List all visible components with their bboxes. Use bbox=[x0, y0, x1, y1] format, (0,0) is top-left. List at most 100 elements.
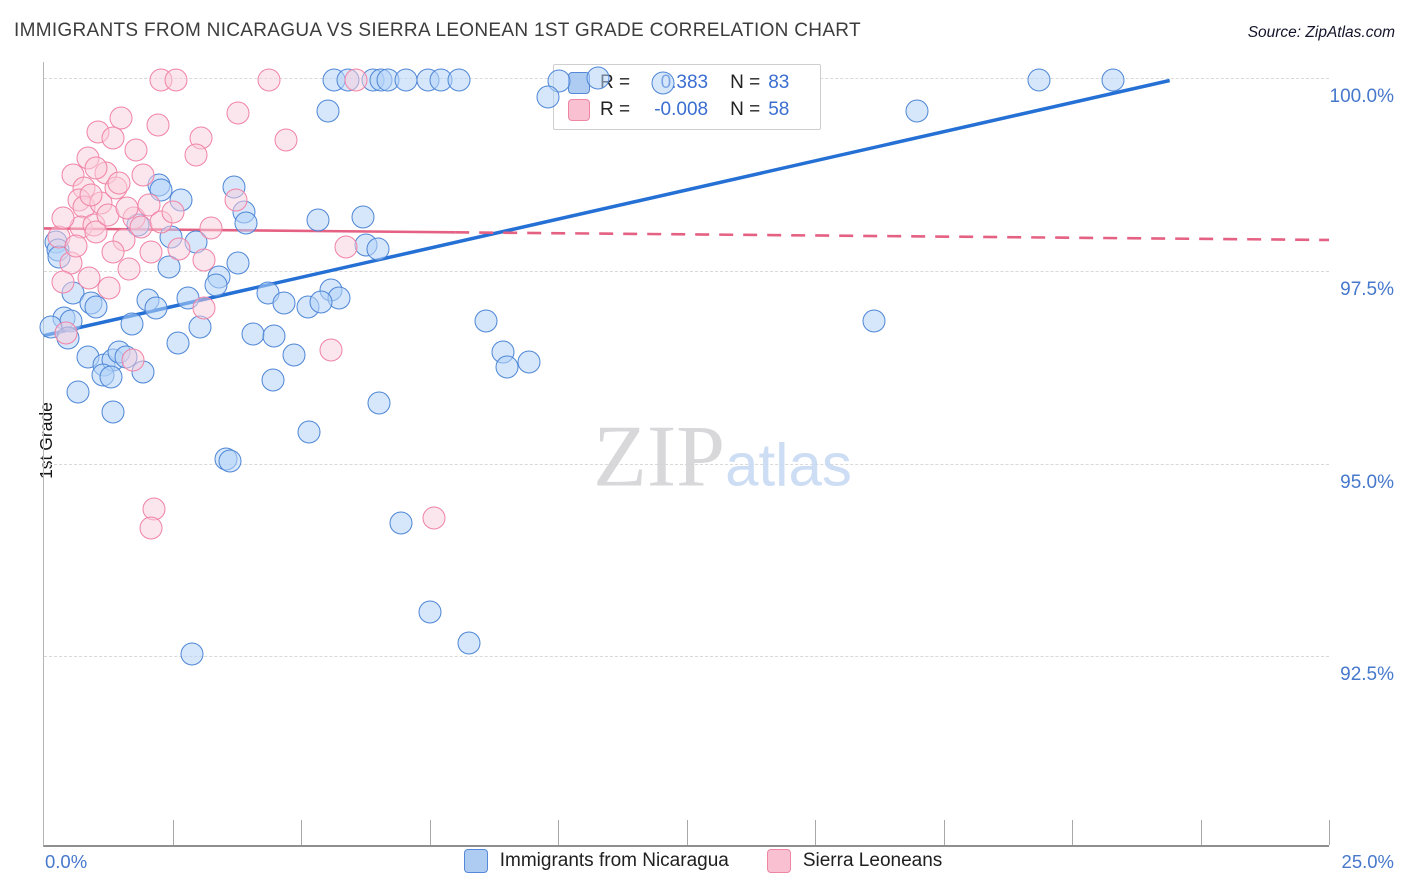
scatter-point-blue bbox=[862, 309, 886, 333]
scatter-point-pink bbox=[422, 506, 446, 530]
scatter-point-blue bbox=[1027, 68, 1051, 92]
scatter-point-blue bbox=[651, 71, 675, 95]
bottom-legend-swatch-pink bbox=[766, 849, 791, 873]
bottom-legend-swatch-blue bbox=[463, 849, 488, 873]
scatter-point-blue bbox=[188, 315, 212, 339]
scatter-point-blue bbox=[316, 99, 340, 123]
scatter-point-pink bbox=[117, 257, 141, 281]
scatter-point-pink bbox=[164, 68, 188, 92]
r-value-pink: -0.008 bbox=[654, 99, 709, 120]
gridline-92.5% bbox=[44, 656, 1329, 658]
scatter-point-blue bbox=[351, 205, 375, 229]
scatter-point-pink bbox=[344, 68, 368, 92]
scatter-point-pink bbox=[226, 101, 250, 125]
scatter-point-pink bbox=[192, 248, 216, 272]
scatter-point-blue bbox=[157, 255, 181, 279]
bottom-legend-item-sierra-leone: Sierra Leoneans bbox=[766, 849, 943, 873]
scatter-point-pink bbox=[137, 193, 161, 217]
scatter-point-pink bbox=[124, 138, 148, 162]
scatter-point-blue bbox=[101, 400, 125, 424]
scatter-point-blue bbox=[99, 365, 123, 389]
scatter-point-pink bbox=[184, 143, 208, 167]
n-value-pink: 58 bbox=[768, 99, 790, 120]
scatter-point-pink bbox=[121, 348, 145, 372]
scatter-point-blue bbox=[517, 350, 541, 374]
x-tick-mark bbox=[1200, 820, 1202, 845]
y-tick-label-2: 95.0% bbox=[1340, 471, 1394, 493]
x-tick-mark bbox=[815, 820, 816, 845]
scatter-point-blue bbox=[241, 322, 265, 346]
scatter-point-pink bbox=[192, 296, 216, 320]
scatter-point-pink bbox=[64, 234, 88, 258]
scatter-point-pink bbox=[224, 188, 248, 212]
scatter-point-blue bbox=[418, 600, 442, 624]
scatter-point-blue bbox=[166, 331, 190, 355]
x-tick-mark bbox=[1072, 820, 1073, 845]
scatter-point-blue bbox=[389, 511, 413, 535]
scatter-point-pink bbox=[51, 270, 75, 294]
r-label-pink: R = bbox=[600, 99, 631, 120]
scatter-point-blue bbox=[1101, 68, 1125, 92]
n-label-pink: N = bbox=[730, 99, 761, 120]
scatter-point-blue bbox=[84, 295, 108, 319]
chart-title: IMMIGRANTS FROM NICARAGUA VS SIERRA LEON… bbox=[14, 20, 861, 41]
scatter-point-blue bbox=[306, 208, 330, 232]
scatter-point-blue bbox=[447, 68, 471, 92]
scatter-point-blue bbox=[144, 296, 168, 320]
scatter-point-blue bbox=[234, 211, 258, 235]
n-label-blue: N = bbox=[730, 72, 761, 93]
scatter-point-blue bbox=[66, 380, 90, 404]
scatter-point-pink bbox=[115, 196, 139, 220]
bottom-legend: Immigrants from Nicaragua Sierra Leonean… bbox=[0, 849, 1406, 873]
scatter-point-pink bbox=[131, 163, 155, 187]
scatter-point-blue bbox=[394, 68, 418, 92]
scatter-point-blue bbox=[180, 642, 204, 666]
scatter-point-pink bbox=[146, 113, 170, 137]
scatter-point-pink bbox=[334, 235, 358, 259]
plot-area: ZIP atlas bbox=[39, 62, 1330, 847]
x-axis-label-left: 0.0% bbox=[45, 851, 88, 872]
scatter-point-pink bbox=[51, 206, 75, 230]
scatter-point-pink bbox=[97, 276, 121, 300]
bottom-legend-label-nicaragua: Immigrants from Nicaragua bbox=[499, 850, 729, 871]
x-tick-mark bbox=[943, 820, 945, 845]
scatter-point-blue bbox=[536, 85, 560, 109]
scatter-point-pink bbox=[257, 68, 281, 92]
source-credit: Source: ZipAtlas.com bbox=[1247, 24, 1395, 41]
scatter-point-pink bbox=[139, 516, 163, 540]
gridline-97.5% bbox=[44, 270, 1329, 272]
scatter-point-pink bbox=[101, 240, 125, 264]
x-tick-mark bbox=[301, 820, 302, 845]
x-tick-mark bbox=[686, 820, 688, 845]
scatter-point-pink bbox=[77, 266, 101, 290]
scatter-point-blue bbox=[261, 368, 285, 392]
scatter-point-blue bbox=[120, 312, 144, 336]
scatter-point-blue bbox=[282, 343, 306, 367]
scatter-point-pink bbox=[139, 240, 163, 264]
bottom-legend-item-nicaragua: Immigrants from Nicaragua bbox=[463, 849, 729, 873]
scatter-point-blue bbox=[474, 309, 498, 333]
y-tick-label-1: 97.5% bbox=[1340, 278, 1394, 300]
scatter-point-blue bbox=[204, 273, 228, 297]
scatter-point-blue bbox=[586, 66, 610, 90]
legend-swatch-pink bbox=[568, 99, 590, 121]
y-tick-label-0: 100.0% bbox=[1329, 86, 1394, 108]
scatter-point-blue bbox=[297, 420, 321, 444]
x-tick-mark bbox=[172, 820, 174, 845]
scatter-point-blue bbox=[495, 355, 519, 379]
scatter-point-blue bbox=[367, 391, 391, 415]
gridline-95.0% bbox=[44, 463, 1329, 465]
scatter-point-blue bbox=[457, 631, 481, 655]
scatter-point-blue bbox=[905, 99, 929, 123]
x-axis-label-right: 25.0% bbox=[1341, 851, 1394, 872]
bottom-legend-label-sierra-leone: Sierra Leoneans bbox=[802, 850, 943, 871]
scatter-point-pink bbox=[101, 126, 125, 150]
x-tick-mark bbox=[1329, 820, 1330, 845]
scatter-point-blue bbox=[218, 449, 242, 473]
scatter-point-pink bbox=[54, 321, 78, 344]
trend-line-pink-dashed bbox=[455, 232, 1329, 240]
n-value-blue: 83 bbox=[768, 72, 790, 93]
scatter-point-pink bbox=[319, 338, 343, 362]
x-tick-mark bbox=[558, 820, 559, 845]
